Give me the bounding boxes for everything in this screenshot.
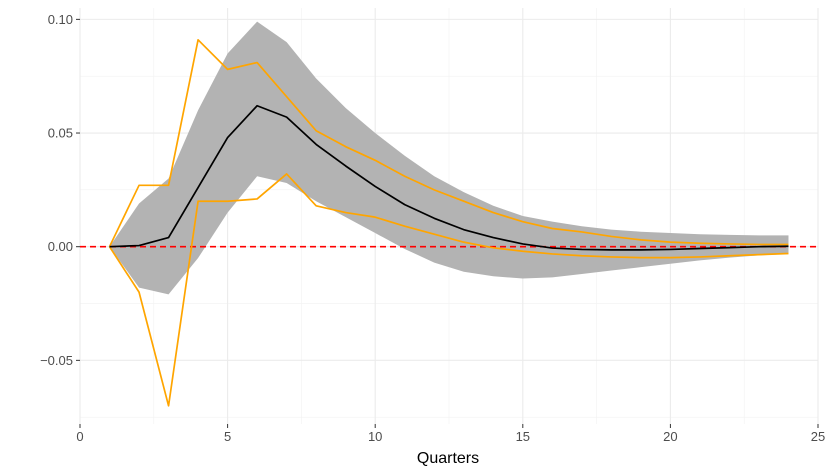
y-tick-label: 0.05 bbox=[48, 126, 73, 141]
series-line-1 bbox=[108, 38, 789, 248]
x-tick-label: 10 bbox=[368, 429, 382, 444]
y-tick-label: 0.10 bbox=[48, 12, 73, 27]
x-tick-label: 0 bbox=[76, 429, 83, 444]
series-line-0 bbox=[109, 104, 789, 251]
series-line-2 bbox=[108, 173, 789, 407]
x-tick-label: 5 bbox=[224, 429, 231, 444]
y-tick-label: 0.00 bbox=[48, 239, 73, 254]
x-tick-label: 25 bbox=[811, 429, 825, 444]
x-tick-label: 20 bbox=[663, 429, 677, 444]
confidence-band bbox=[109, 21, 789, 295]
axes: 0 5 10 15 20 25 −0.05 0.00 0.05 0.10 bbox=[40, 12, 825, 444]
x-tick-label: 15 bbox=[516, 429, 530, 444]
confidence-band-layer bbox=[109, 21, 789, 295]
x-axis-title: Quarters bbox=[417, 450, 479, 467]
series-layer bbox=[108, 38, 789, 407]
y-tick-label: −0.05 bbox=[40, 353, 73, 368]
